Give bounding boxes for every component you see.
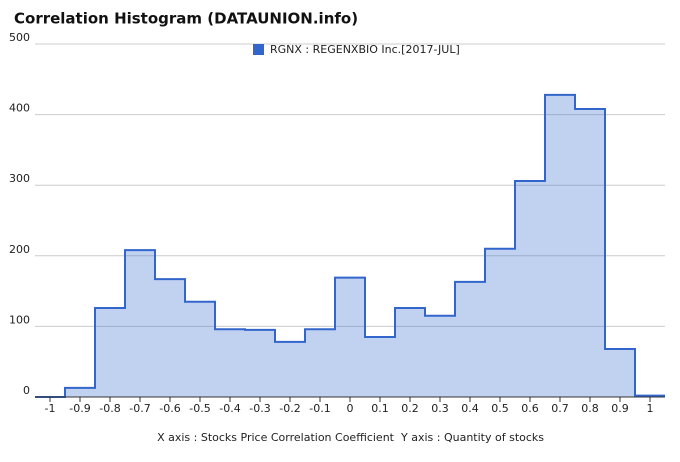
x-tick-label: -0.9 <box>69 402 90 415</box>
bar <box>95 308 125 397</box>
chart-title: Correlation Histogram (DATAUNION.info) <box>14 10 358 28</box>
bar <box>425 315 455 397</box>
x-tick-label: -0.3 <box>249 402 270 415</box>
x-tick-label: -0.1 <box>309 402 330 415</box>
legend-label: RGNX : REGENXBIO Inc.[2017-JUL] <box>270 43 460 56</box>
y-tick-label: 500 <box>9 31 30 44</box>
bar <box>605 348 635 397</box>
bar <box>155 279 185 397</box>
x-tick-label: 0.5 <box>491 402 509 415</box>
bar <box>335 277 365 397</box>
bar <box>575 108 605 398</box>
bar <box>125 250 155 397</box>
bar <box>275 341 305 397</box>
x-tick-label: 0 <box>347 402 354 415</box>
bar <box>545 94 575 397</box>
y-axis-label: Y axis : Quantity of stocks <box>400 431 544 444</box>
x-tick-label: -0.8 <box>99 402 120 415</box>
bar <box>65 387 95 397</box>
histogram-outline <box>35 93 665 398</box>
x-tick-label: 0.8 <box>581 402 599 415</box>
bar <box>455 281 485 397</box>
bar <box>515 180 545 397</box>
x-axis-label: X axis : Stocks Price Correlation Coeffi… <box>157 431 395 444</box>
x-tick-label: -0.5 <box>189 402 210 415</box>
legend: RGNX : REGENXBIO Inc.[2017-JUL] <box>253 43 460 56</box>
bar <box>395 308 425 397</box>
x-tick-label: -0.4 <box>219 402 240 415</box>
x-tick-label: 0.9 <box>611 402 629 415</box>
x-tick-label: 0.3 <box>431 402 449 415</box>
x-tick-label: -0.7 <box>129 402 150 415</box>
x-tick-label: 1 <box>647 402 654 415</box>
legend-swatch <box>253 44 264 55</box>
y-tick-label: 100 <box>9 313 30 326</box>
x-tick-label: 0.2 <box>401 402 419 415</box>
bar <box>365 336 395 397</box>
x-tick-label: -1 <box>45 402 56 415</box>
y-tick-label: 400 <box>9 102 30 115</box>
x-tick-label: 0.6 <box>521 402 539 415</box>
x-tick-label: -0.2 <box>279 402 300 415</box>
x-tick-label: 0.4 <box>461 402 479 415</box>
bar <box>185 301 215 397</box>
bar <box>215 329 245 397</box>
y-tick-label: 0 <box>23 384 30 397</box>
bar <box>245 329 275 397</box>
bar <box>485 248 515 397</box>
x-tick-label: 0.7 <box>551 402 569 415</box>
y-tick-label: 300 <box>9 172 30 185</box>
x-tick-label: -0.6 <box>159 402 180 415</box>
bar <box>305 329 335 397</box>
x-tick-label: 0.1 <box>371 402 389 415</box>
y-tick-label: 200 <box>9 243 30 256</box>
